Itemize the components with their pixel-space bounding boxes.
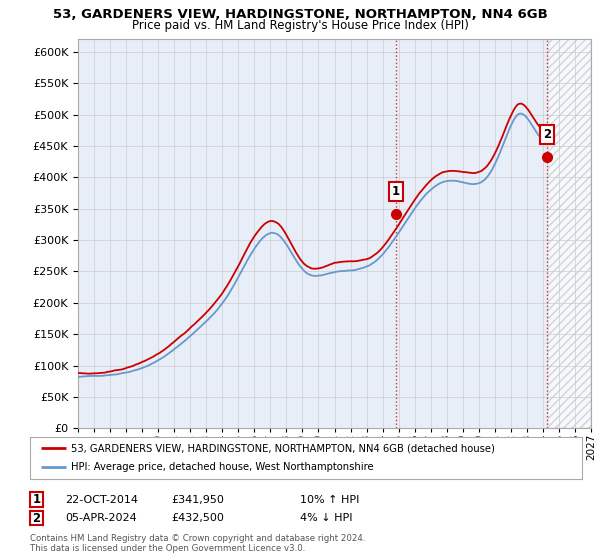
Text: 53, GARDENERS VIEW, HARDINGSTONE, NORTHAMPTON, NN4 6GB (detached house): 53, GARDENERS VIEW, HARDINGSTONE, NORTHA… (71, 443, 495, 453)
Text: 1: 1 (392, 185, 400, 198)
Text: Price paid vs. HM Land Registry's House Price Index (HPI): Price paid vs. HM Land Registry's House … (131, 19, 469, 32)
Text: 4% ↓ HPI: 4% ↓ HPI (300, 513, 353, 523)
Text: 1: 1 (32, 493, 41, 506)
Text: £432,500: £432,500 (171, 513, 224, 523)
Text: 2: 2 (32, 511, 41, 525)
Text: 53, GARDENERS VIEW, HARDINGSTONE, NORTHAMPTON, NN4 6GB: 53, GARDENERS VIEW, HARDINGSTONE, NORTHA… (53, 8, 547, 21)
Text: Contains HM Land Registry data © Crown copyright and database right 2024.
This d: Contains HM Land Registry data © Crown c… (30, 534, 365, 553)
Text: 2: 2 (543, 128, 551, 142)
Text: £341,950: £341,950 (171, 494, 224, 505)
Text: 10% ↑ HPI: 10% ↑ HPI (300, 494, 359, 505)
Text: 05-APR-2024: 05-APR-2024 (65, 513, 137, 523)
Text: 22-OCT-2014: 22-OCT-2014 (65, 494, 138, 505)
Text: HPI: Average price, detached house, West Northamptonshire: HPI: Average price, detached house, West… (71, 463, 374, 473)
